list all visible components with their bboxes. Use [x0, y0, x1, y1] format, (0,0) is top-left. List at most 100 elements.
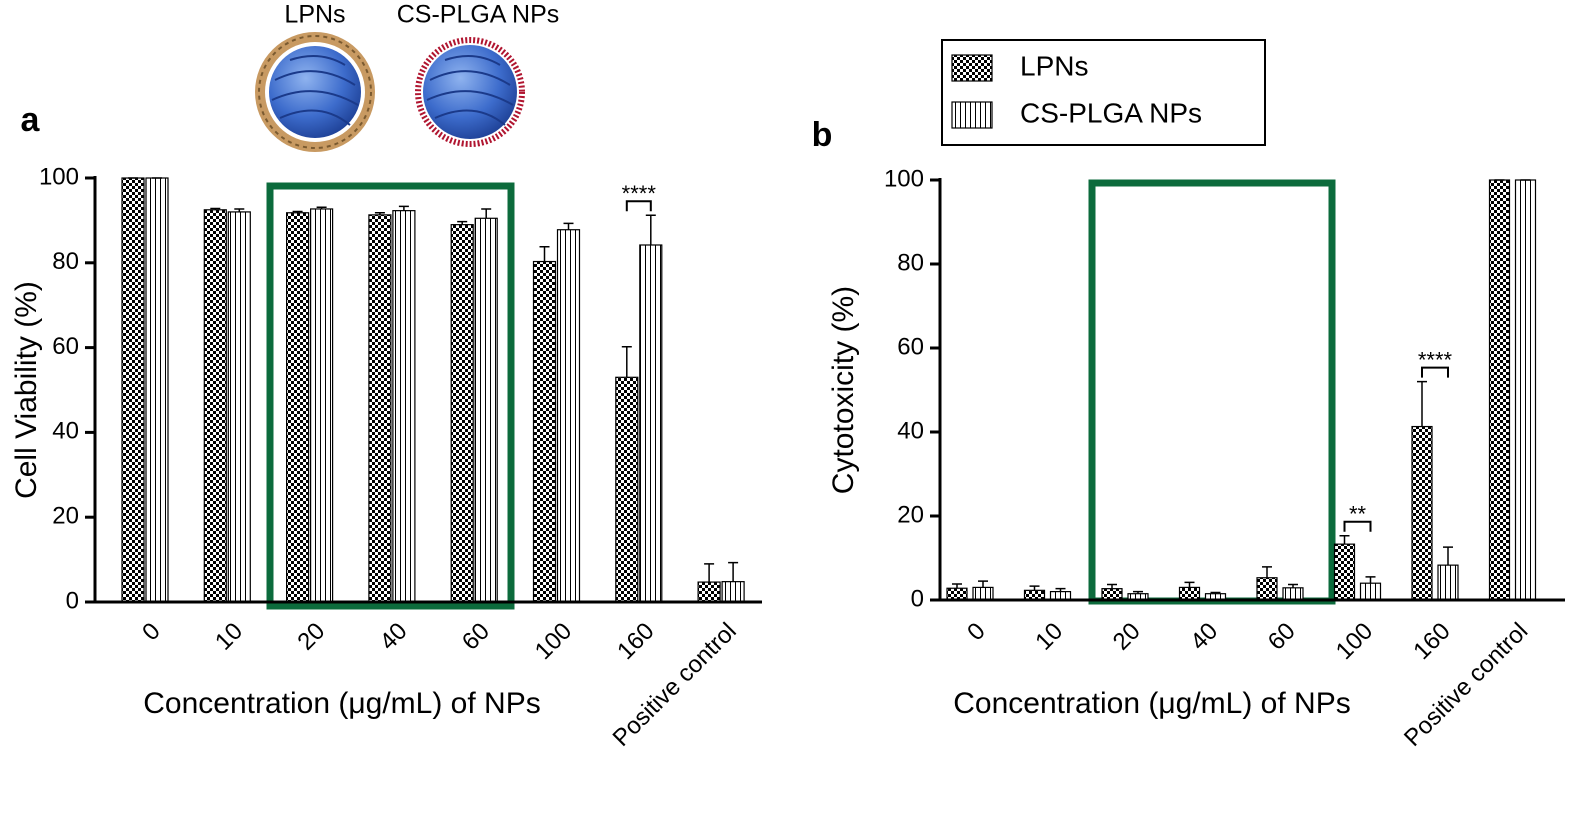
bar: [721, 581, 745, 603]
panel-label: a: [21, 101, 41, 139]
bar: [1411, 425, 1433, 601]
error-bar: [292, 210, 303, 213]
significance-bracket: [1343, 520, 1372, 532]
legend-label: LPNs: [1020, 50, 1088, 81]
error-bar: [1288, 583, 1298, 588]
bar: [310, 208, 334, 603]
bar: [1101, 588, 1123, 601]
x-tick-label: 10: [210, 618, 248, 656]
legend-label: CS-PLGA NPs: [1020, 97, 1202, 128]
cs-plga-illustration: [415, 37, 525, 147]
y-tick-label: 20: [52, 503, 79, 530]
x-tick-label: 100: [1331, 618, 1378, 665]
x-tick-label: 100: [530, 618, 577, 665]
x-tick-label: 60: [457, 618, 495, 656]
error-bar: [210, 207, 221, 210]
x-tick-label: 0: [137, 618, 166, 647]
y-tick-label: 40: [897, 417, 924, 444]
y-tick-label: 20: [897, 501, 924, 528]
x-tick-label: 40: [1185, 618, 1223, 656]
x-axis-label: Concentration (μg/mL) of NPs: [953, 687, 1350, 720]
illustration-label: LPNs: [284, 1, 345, 29]
error-bar: [645, 214, 656, 245]
error-bar: [539, 245, 550, 262]
bar: [532, 260, 557, 603]
bar: [121, 177, 145, 603]
bar: [450, 224, 474, 603]
bar: [1514, 179, 1537, 601]
error-bar: [1365, 576, 1376, 584]
significance-label: ****: [622, 181, 657, 206]
y-tick-label: 80: [897, 249, 924, 276]
bar: [556, 229, 581, 603]
x-tick-label: 160: [612, 618, 659, 665]
bar: [1256, 577, 1278, 601]
error-bar: [1133, 590, 1143, 594]
x-tick-label: 60: [1263, 618, 1301, 656]
bar: [227, 211, 251, 603]
error-bar: [1107, 583, 1117, 589]
bar: [1282, 587, 1304, 601]
error-bar: [316, 206, 327, 209]
illustration-label: CS-PLGA NPs: [397, 1, 560, 29]
error-bar: [1417, 380, 1427, 427]
bar: [368, 214, 392, 603]
y-tick-label: 60: [897, 333, 924, 360]
bar: [286, 212, 310, 603]
error-bar: [374, 212, 385, 215]
x-axis-label: Concentration (μg/mL) of NPs: [143, 687, 540, 720]
y-tick-label: 0: [66, 587, 79, 614]
y-tick-label: 0: [911, 585, 924, 612]
x-tick-label: 20: [1108, 618, 1146, 656]
y-tick-label: 40: [52, 418, 79, 445]
bar: [946, 587, 968, 601]
error-bar: [1184, 581, 1195, 588]
bar: [1488, 179, 1511, 601]
x-tick-label: 40: [375, 618, 413, 656]
significance-label: ****: [1418, 347, 1453, 372]
y-tick-label: 100: [884, 165, 924, 192]
lpn-illustration: [255, 32, 375, 152]
bar: [392, 210, 416, 603]
significance-label: **: [1349, 502, 1367, 527]
error-bar: [1443, 546, 1453, 566]
bar: [1437, 564, 1459, 601]
error-bar: [728, 561, 739, 582]
x-tick-label: 0: [962, 618, 991, 647]
error-bar: [1210, 591, 1221, 594]
bar: [639, 244, 663, 603]
error-bar: [563, 222, 574, 230]
bar: [1359, 582, 1382, 601]
error-bar: [952, 583, 962, 589]
bar: [145, 177, 169, 603]
bar: [474, 217, 498, 603]
bar: [203, 209, 227, 603]
bar: [972, 586, 994, 601]
significance-bracket: [1421, 366, 1449, 378]
bar: [1333, 543, 1356, 601]
bar: [1178, 586, 1201, 601]
y-tick-label: 60: [52, 333, 79, 360]
significance-bracket: [625, 200, 652, 212]
highlight-box: [1088, 179, 1336, 605]
error-bar: [398, 205, 409, 211]
error-bar: [978, 580, 988, 588]
highlight-box: [266, 182, 515, 610]
panel-label: b: [812, 116, 833, 154]
error-bar: [481, 208, 492, 219]
x-tick-label: 160: [1408, 618, 1455, 665]
error-bar: [704, 563, 715, 583]
legend-swatch: [951, 101, 993, 129]
error-bar: [1262, 566, 1272, 578]
error-bar: [1055, 587, 1066, 592]
bar: [697, 581, 721, 603]
error-bar: [457, 220, 468, 225]
error-bar: [234, 208, 245, 212]
y-tick-label: 100: [39, 163, 79, 190]
y-axis-label: Cell Viability (%): [10, 281, 43, 499]
legend-box: [941, 39, 1266, 146]
error-bar: [621, 346, 632, 378]
y-axis-label: Cytotoxicity (%): [827, 286, 860, 494]
